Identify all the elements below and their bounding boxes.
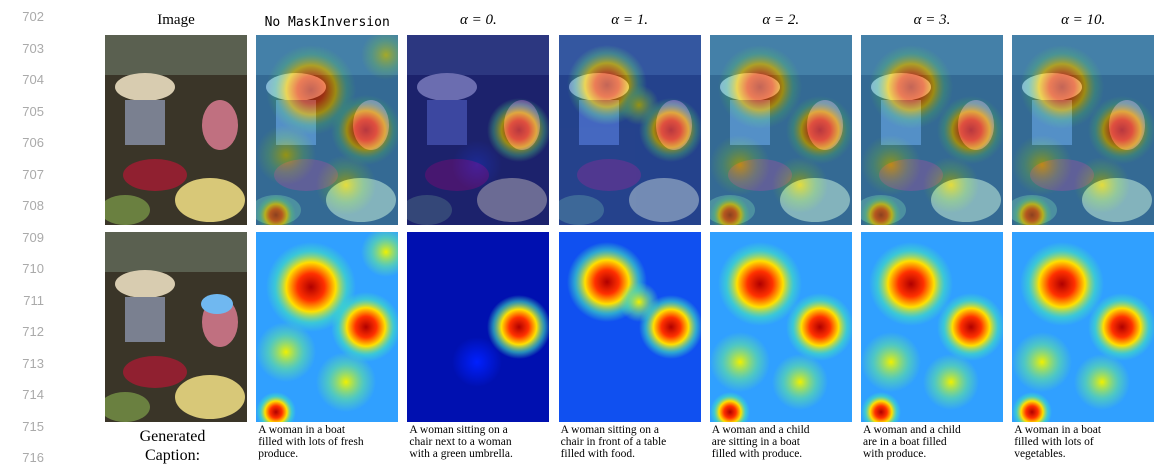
line-number: 703 — [8, 41, 44, 56]
caption-line: with produce. — [863, 448, 1013, 460]
caption-line: A woman in a boat — [258, 424, 408, 436]
line-number: 706 — [8, 135, 44, 150]
caption-line: filled with lots of fresh — [258, 436, 408, 448]
caption-line: filled with food. — [561, 448, 711, 460]
caption-line: chair in front of a table — [561, 436, 711, 448]
overlay-image — [105, 35, 247, 225]
line-number: 711 — [8, 293, 44, 308]
caption-line: A woman and a child — [712, 424, 862, 436]
overlay-image — [256, 35, 398, 225]
line-number: 716 — [8, 450, 44, 465]
caption-line: A woman sitting on a — [561, 424, 711, 436]
heatmap-image — [1012, 232, 1154, 422]
line-number: 715 — [8, 419, 44, 434]
column-header: Image — [105, 12, 247, 29]
heatmap-image — [861, 232, 1003, 422]
heatmap-image — [105, 232, 247, 422]
caption-line: produce. — [258, 448, 408, 460]
heatmap-image — [407, 232, 549, 422]
line-number: 709 — [8, 230, 44, 245]
caption-line: chair next to a woman — [409, 436, 559, 448]
caption-line: with a green umbrella. — [409, 448, 559, 460]
column-header: α = 10. — [1012, 12, 1154, 29]
overlay-image — [559, 35, 701, 225]
line-number: 714 — [8, 387, 44, 402]
column-header: α = 1. — [559, 12, 701, 29]
row-label-line: Caption: — [110, 446, 235, 465]
heatmap-image — [256, 232, 398, 422]
line-number: 704 — [8, 72, 44, 87]
column-header: α = 2. — [710, 12, 852, 29]
row-label-line: Generated — [110, 427, 235, 446]
column-header: α = 0. — [407, 12, 549, 29]
column-header: α = 3. — [861, 12, 1003, 29]
caption-line: filled with produce. — [712, 448, 862, 460]
paper-figure: 702 703 704 705 706 707 708 709 710 711 712 713 714 7… — [0, 0, 1155, 471]
line-number: 710 — [8, 261, 44, 276]
line-number: 708 — [8, 198, 44, 213]
heatmap-image — [710, 232, 852, 422]
caption-line: vegetables. — [1014, 448, 1155, 460]
caption-line: A woman and a child — [863, 424, 1013, 436]
caption-line: are sitting in a boat — [712, 436, 862, 448]
overlay-image — [710, 35, 852, 225]
caption-line: A woman sitting on a — [409, 424, 559, 436]
overlay-image — [1012, 35, 1154, 225]
line-number: 702 — [8, 9, 44, 24]
heatmap-image — [559, 232, 701, 422]
line-number: 705 — [8, 104, 44, 119]
caption-line: filled with lots of — [1014, 436, 1155, 448]
caption-line: are in a boat filled — [863, 436, 1013, 448]
caption-line: A woman in a boat — [1014, 424, 1155, 436]
line-number: 707 — [8, 167, 44, 182]
overlay-image — [861, 35, 1003, 225]
line-number: 713 — [8, 356, 44, 371]
line-number: 712 — [8, 324, 44, 339]
column-header: No MaskInversion — [256, 15, 398, 30]
overlay-image — [407, 35, 549, 225]
